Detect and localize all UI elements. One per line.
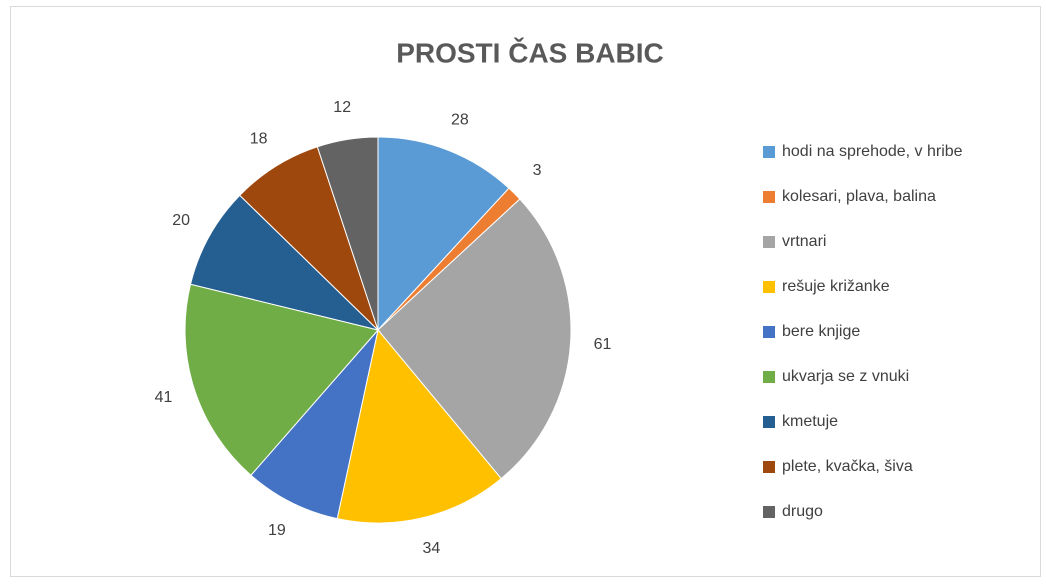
legend-label: bere knjige [782, 323, 860, 340]
legend-swatch [763, 191, 775, 203]
pie-slice [189, 194, 380, 331]
legend-swatch [763, 416, 775, 428]
legend-label: vrtnari [782, 233, 826, 250]
legend-label: kolesari, plava, balina [782, 188, 936, 205]
data-label: 61 [594, 336, 612, 353]
legend-swatch [763, 506, 775, 518]
data-label: 12 [333, 99, 351, 116]
legend-swatch [763, 146, 775, 158]
pie-slice [250, 328, 379, 520]
data-label: 41 [155, 389, 173, 406]
data-label: 18 [250, 130, 268, 147]
pie-slice [316, 136, 379, 331]
pie-slice [336, 328, 502, 524]
legend-swatch [763, 371, 775, 383]
legend-label: hodi na sprehode, v hribe [782, 143, 963, 160]
data-label: 28 [451, 112, 469, 129]
data-label: 20 [172, 212, 190, 229]
legend-label: kmetuje [782, 413, 838, 430]
data-label: 3 [533, 162, 542, 179]
legend-label: plete, kvačka, šiva [782, 458, 913, 475]
legend-label: drugo [782, 503, 823, 520]
legend-label: rešuje križanke [782, 278, 890, 295]
legend-swatch [763, 326, 775, 338]
data-label: 19 [268, 522, 286, 539]
pie-slice [377, 136, 510, 332]
legend-swatch [763, 461, 775, 473]
legend-swatch [763, 236, 775, 248]
data-label: 34 [423, 540, 441, 557]
pie-slice [184, 283, 379, 476]
pie-slice [377, 198, 572, 480]
legend-swatch [763, 281, 775, 293]
legend-label: ukvarja se z vnuki [782, 368, 909, 385]
chart-title: PROSTI ČAS BABIC [396, 36, 664, 68]
